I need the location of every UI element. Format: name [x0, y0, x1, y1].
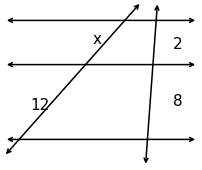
Text: 8: 8	[173, 95, 183, 109]
Text: 2: 2	[173, 37, 183, 52]
Text: 12: 12	[31, 98, 50, 113]
Text: x: x	[93, 32, 101, 47]
